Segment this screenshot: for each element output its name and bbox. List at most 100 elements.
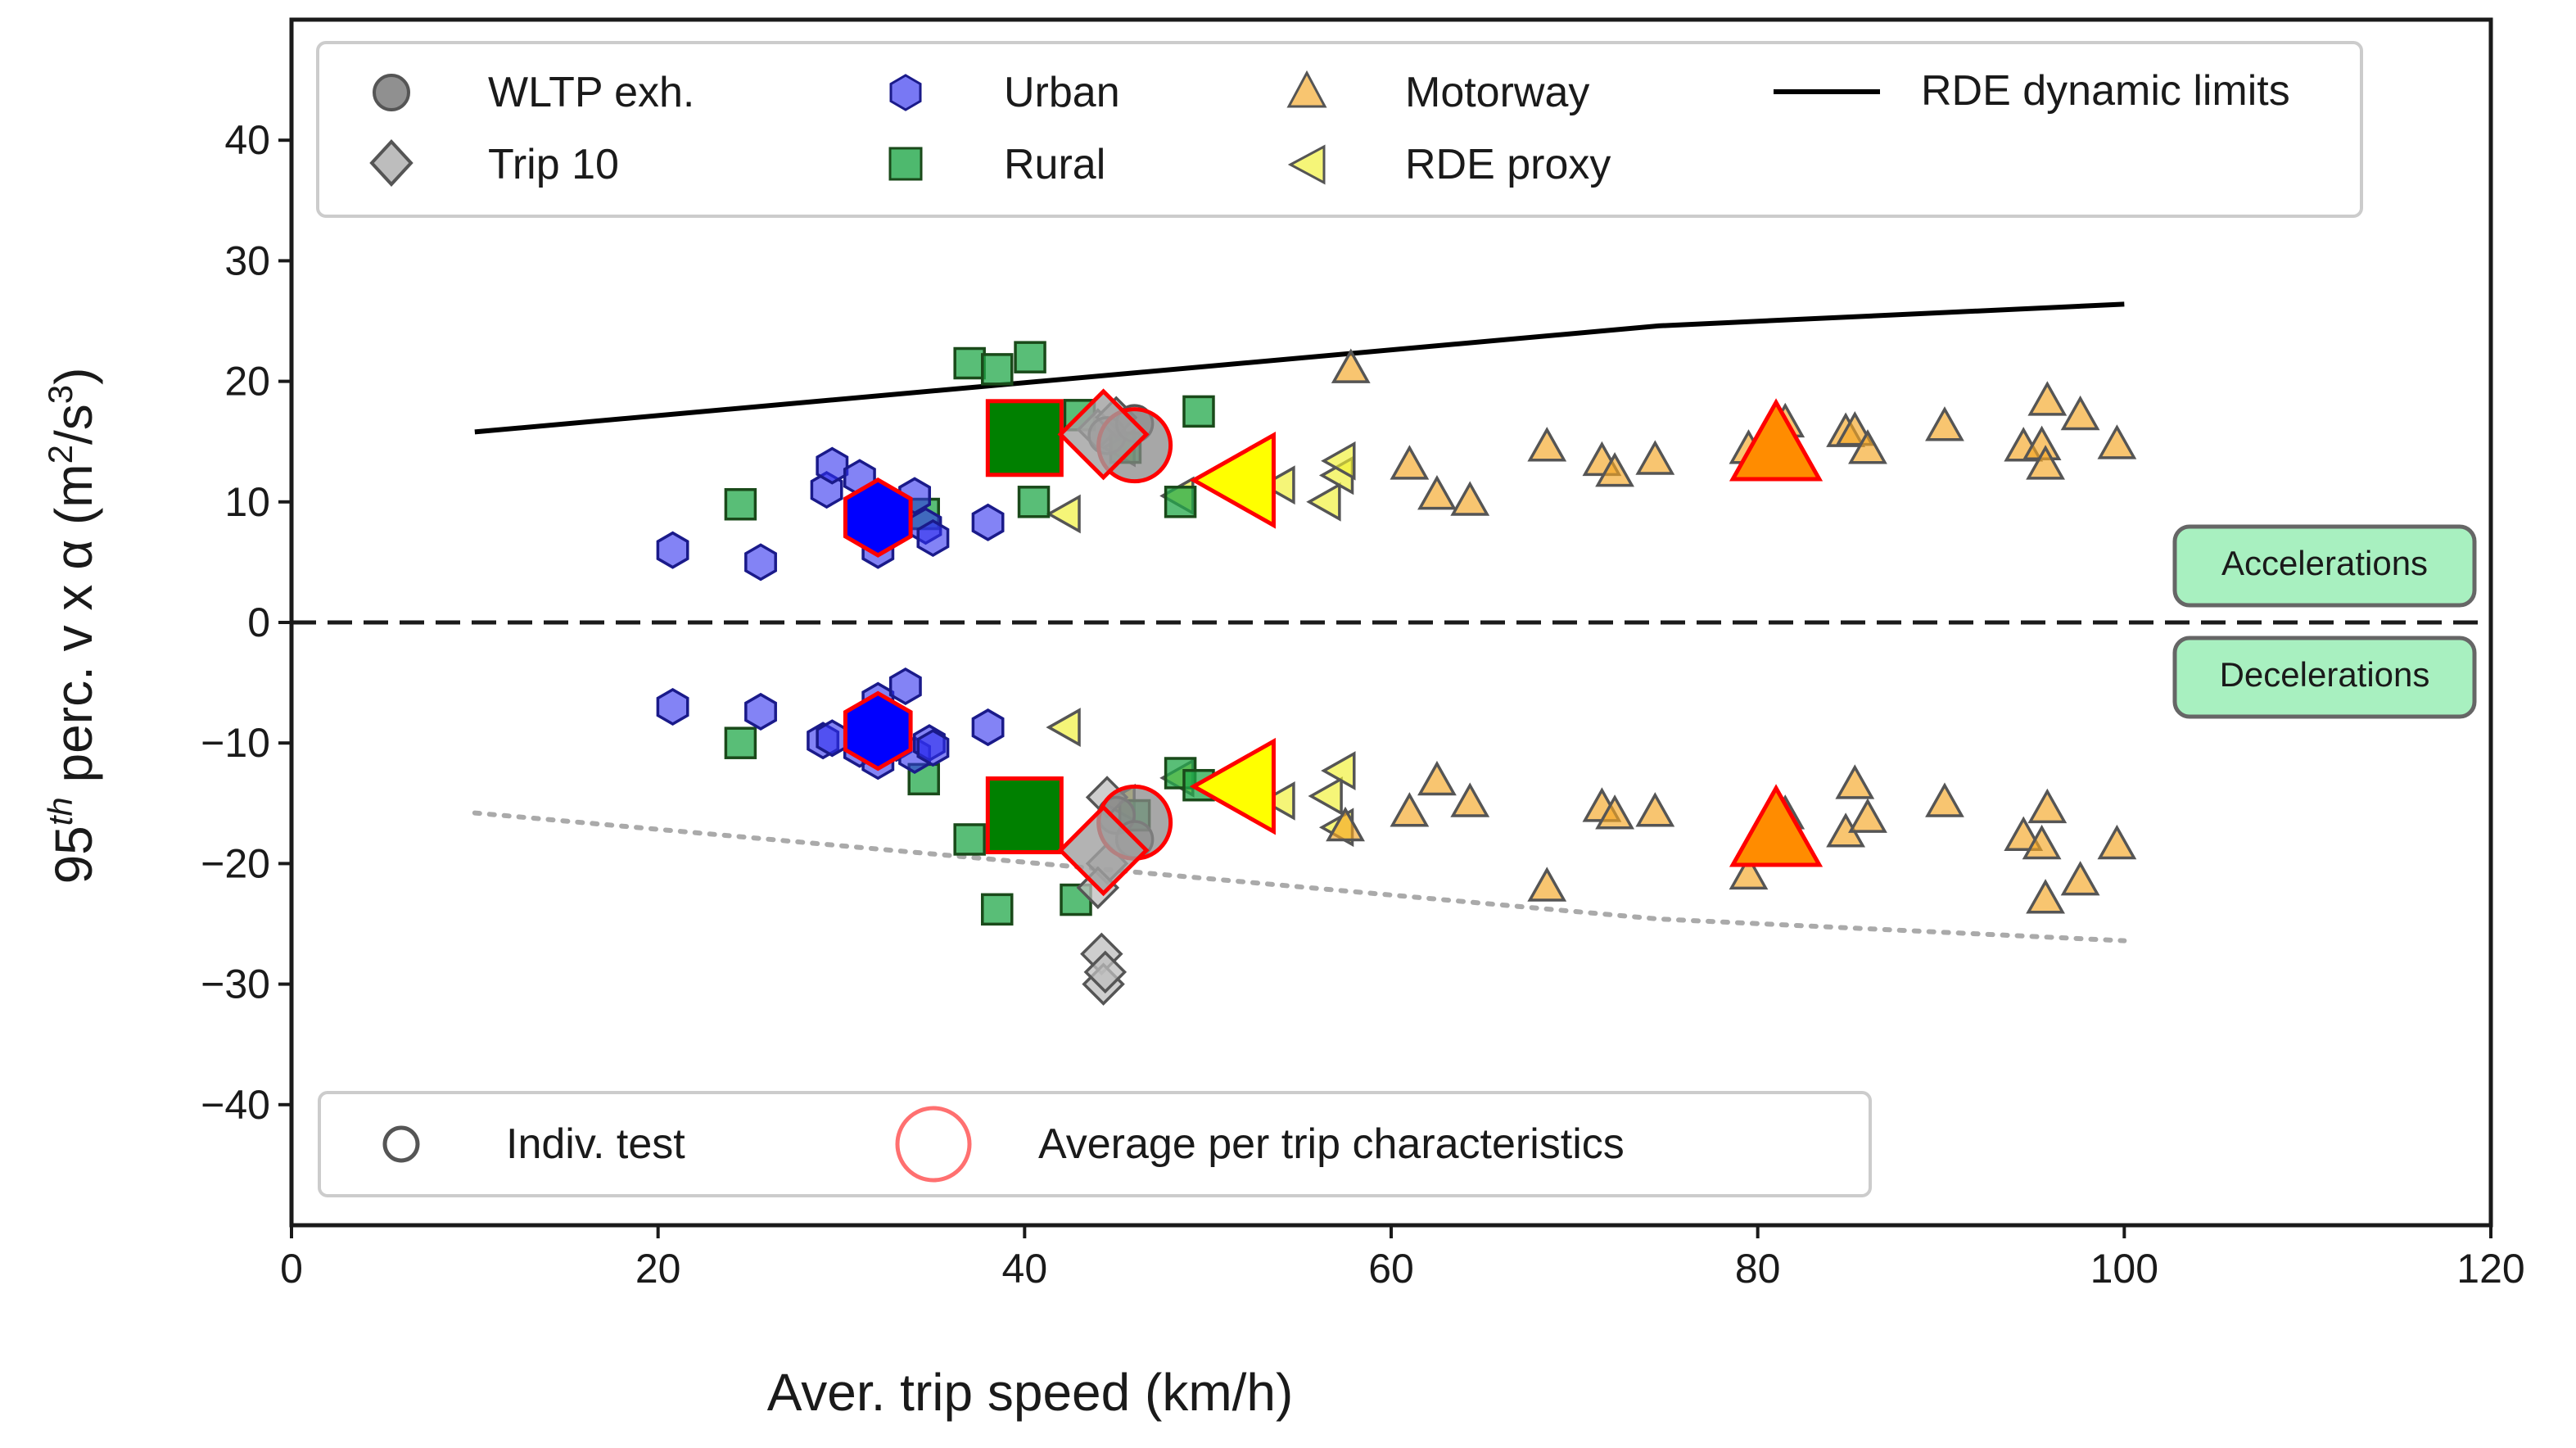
rde-limit-lines (472, 301, 2127, 943)
average-urban-0 (843, 477, 913, 558)
y-tick-label-10: 10 (224, 479, 270, 525)
y-tick-label--40: −40 (201, 1082, 270, 1128)
y-tick-label-0: 0 (247, 600, 270, 645)
legend-bottom-frame (318, 1091, 1872, 1197)
point-rural-11 (953, 823, 986, 856)
y-axis-label-mid: perc. v x α (m (44, 464, 103, 797)
x-tick-label-40: 40 (1002, 1246, 1048, 1292)
legend-top: WLTP exh. Trip 10 Urban Rural Motorway R… (316, 41, 2363, 218)
point-urban-14 (816, 719, 849, 758)
legend-average-label: Average per trip characteristics (1038, 1120, 1625, 1168)
x-axis-label: Aver. trip speed (km/h) (767, 1363, 1294, 1422)
axis-ticks: 0 20 40 60 80 100 120 −40 −30 −20 −10 0 10 20 30 40 (201, 117, 2525, 1292)
point-rde-proxy-13 (1321, 751, 1356, 790)
y-axis-label-sup-th: th (41, 797, 79, 826)
legend-top-frame (316, 41, 2363, 218)
point-urban-1 (744, 543, 777, 581)
y-axis-label: 95th perc. v x α (m2/s3) (41, 368, 103, 885)
average-trip-10-0 (1057, 388, 1150, 481)
y-tick-label--10: −10 (201, 720, 270, 766)
point-rural-7 (1164, 486, 1197, 518)
point-motorway-0 (1331, 348, 1371, 383)
point-urban-12 (744, 692, 777, 731)
y-tick-label--30: −30 (201, 962, 270, 1007)
average-motorway-1 (1729, 784, 1824, 867)
point-trip-10-5 (1083, 950, 1128, 994)
point-motorway-36 (2026, 879, 2065, 914)
y-tick-label-20: 20 (224, 359, 270, 405)
point-motorway-24 (1527, 867, 1567, 902)
point-rural-3 (1014, 341, 1046, 373)
y-axis-label-prefix: 95 (44, 826, 103, 884)
point-urban-3 (816, 446, 849, 485)
point-motorway-33 (1925, 782, 1964, 817)
point-motorway-18 (2060, 395, 2100, 431)
point-rde-proxy-4 (1306, 482, 1341, 522)
point-rde-proxy-11 (1308, 776, 1343, 816)
legend-indiv-label: Indiv. test (506, 1120, 685, 1168)
decelerations-box (2172, 636, 2477, 719)
point-motorway-4 (1527, 427, 1567, 462)
legend-wltp-label: WLTP exh. (488, 69, 694, 116)
y-axis-label-end: ) (44, 368, 103, 385)
legend-trip10-label: Trip 10 (488, 141, 619, 188)
x-tick-label-0: 0 (280, 1246, 303, 1292)
point-rde-proxy-10 (1260, 781, 1295, 821)
legend-trip10-marker (369, 139, 414, 187)
point-rural-0 (724, 487, 757, 521)
legend-rde-proxy-marker (1287, 144, 1326, 185)
average-rde-proxy-0 (1189, 432, 1276, 529)
point-motorway-38 (2060, 861, 2100, 896)
point-motorway-31 (1835, 764, 1875, 799)
point-urban-21 (916, 729, 950, 767)
x-tick-label-100: 100 (2090, 1246, 2158, 1292)
y-axis-label-mid2: /s (44, 404, 103, 445)
point-rural-10 (724, 726, 757, 759)
legend-bottom: Indiv. test Average per trip characteris… (318, 1091, 1872, 1197)
y-tick-label-40: 40 (224, 117, 270, 163)
point-rural-8 (1182, 395, 1215, 428)
point-motorway-23 (1450, 782, 1490, 817)
point-rural-12 (981, 893, 1014, 926)
point-rde-proxy-7 (1046, 708, 1081, 747)
point-motorway-27 (1635, 792, 1675, 827)
point-motorway-17 (2027, 381, 2068, 416)
point-rural-2 (981, 353, 1014, 386)
average-rural-0 (985, 399, 1064, 477)
point-rde-proxy-3 (1260, 465, 1295, 505)
point-motorway-34 (2004, 816, 2044, 851)
point-motorway-19 (2097, 424, 2137, 459)
point-motorway-21 (1390, 792, 1430, 827)
point-motorway-20 (1326, 806, 1365, 842)
y-axis-label-sup-3: 3 (41, 385, 79, 404)
point-motorway-26 (1595, 794, 1634, 830)
accelerations-box (2172, 524, 2477, 608)
x-tick-label-80: 80 (1735, 1246, 1781, 1292)
point-urban-10 (971, 503, 1005, 541)
point-urban-9 (916, 518, 950, 557)
decelerations-label: Decelerations (2220, 655, 2430, 694)
point-rde-proxy-0 (1046, 494, 1081, 534)
legend-motorway-marker (1286, 70, 1327, 108)
legend-urban-marker (889, 74, 922, 111)
point-motorway-1 (1390, 445, 1430, 480)
y-tick-label-30: 30 (224, 238, 270, 283)
average-rural-1 (985, 776, 1064, 855)
legend-wltp-marker (373, 74, 410, 111)
y-axis-label-sup-2: 2 (41, 445, 79, 464)
legend-rde-proxy-label: RDE proxy (1405, 141, 1611, 188)
point-urban-24 (888, 667, 922, 706)
point-rural-4 (1017, 486, 1051, 518)
legend-rde-limit-label: RDE dynamic limits (1921, 67, 2290, 115)
average-rde-proxy-1 (1189, 737, 1276, 835)
rde-limit-upper-line (474, 301, 2125, 435)
accelerations-label: Accelerations (2221, 544, 2428, 582)
point-motorway-7 (1635, 440, 1675, 475)
point-rural-1 (953, 346, 986, 380)
point-motorway-6 (1595, 452, 1634, 487)
x-tick-label-120: 120 (2456, 1246, 2524, 1292)
point-motorway-3 (1450, 481, 1490, 516)
point-motorway-16 (2026, 445, 2065, 480)
